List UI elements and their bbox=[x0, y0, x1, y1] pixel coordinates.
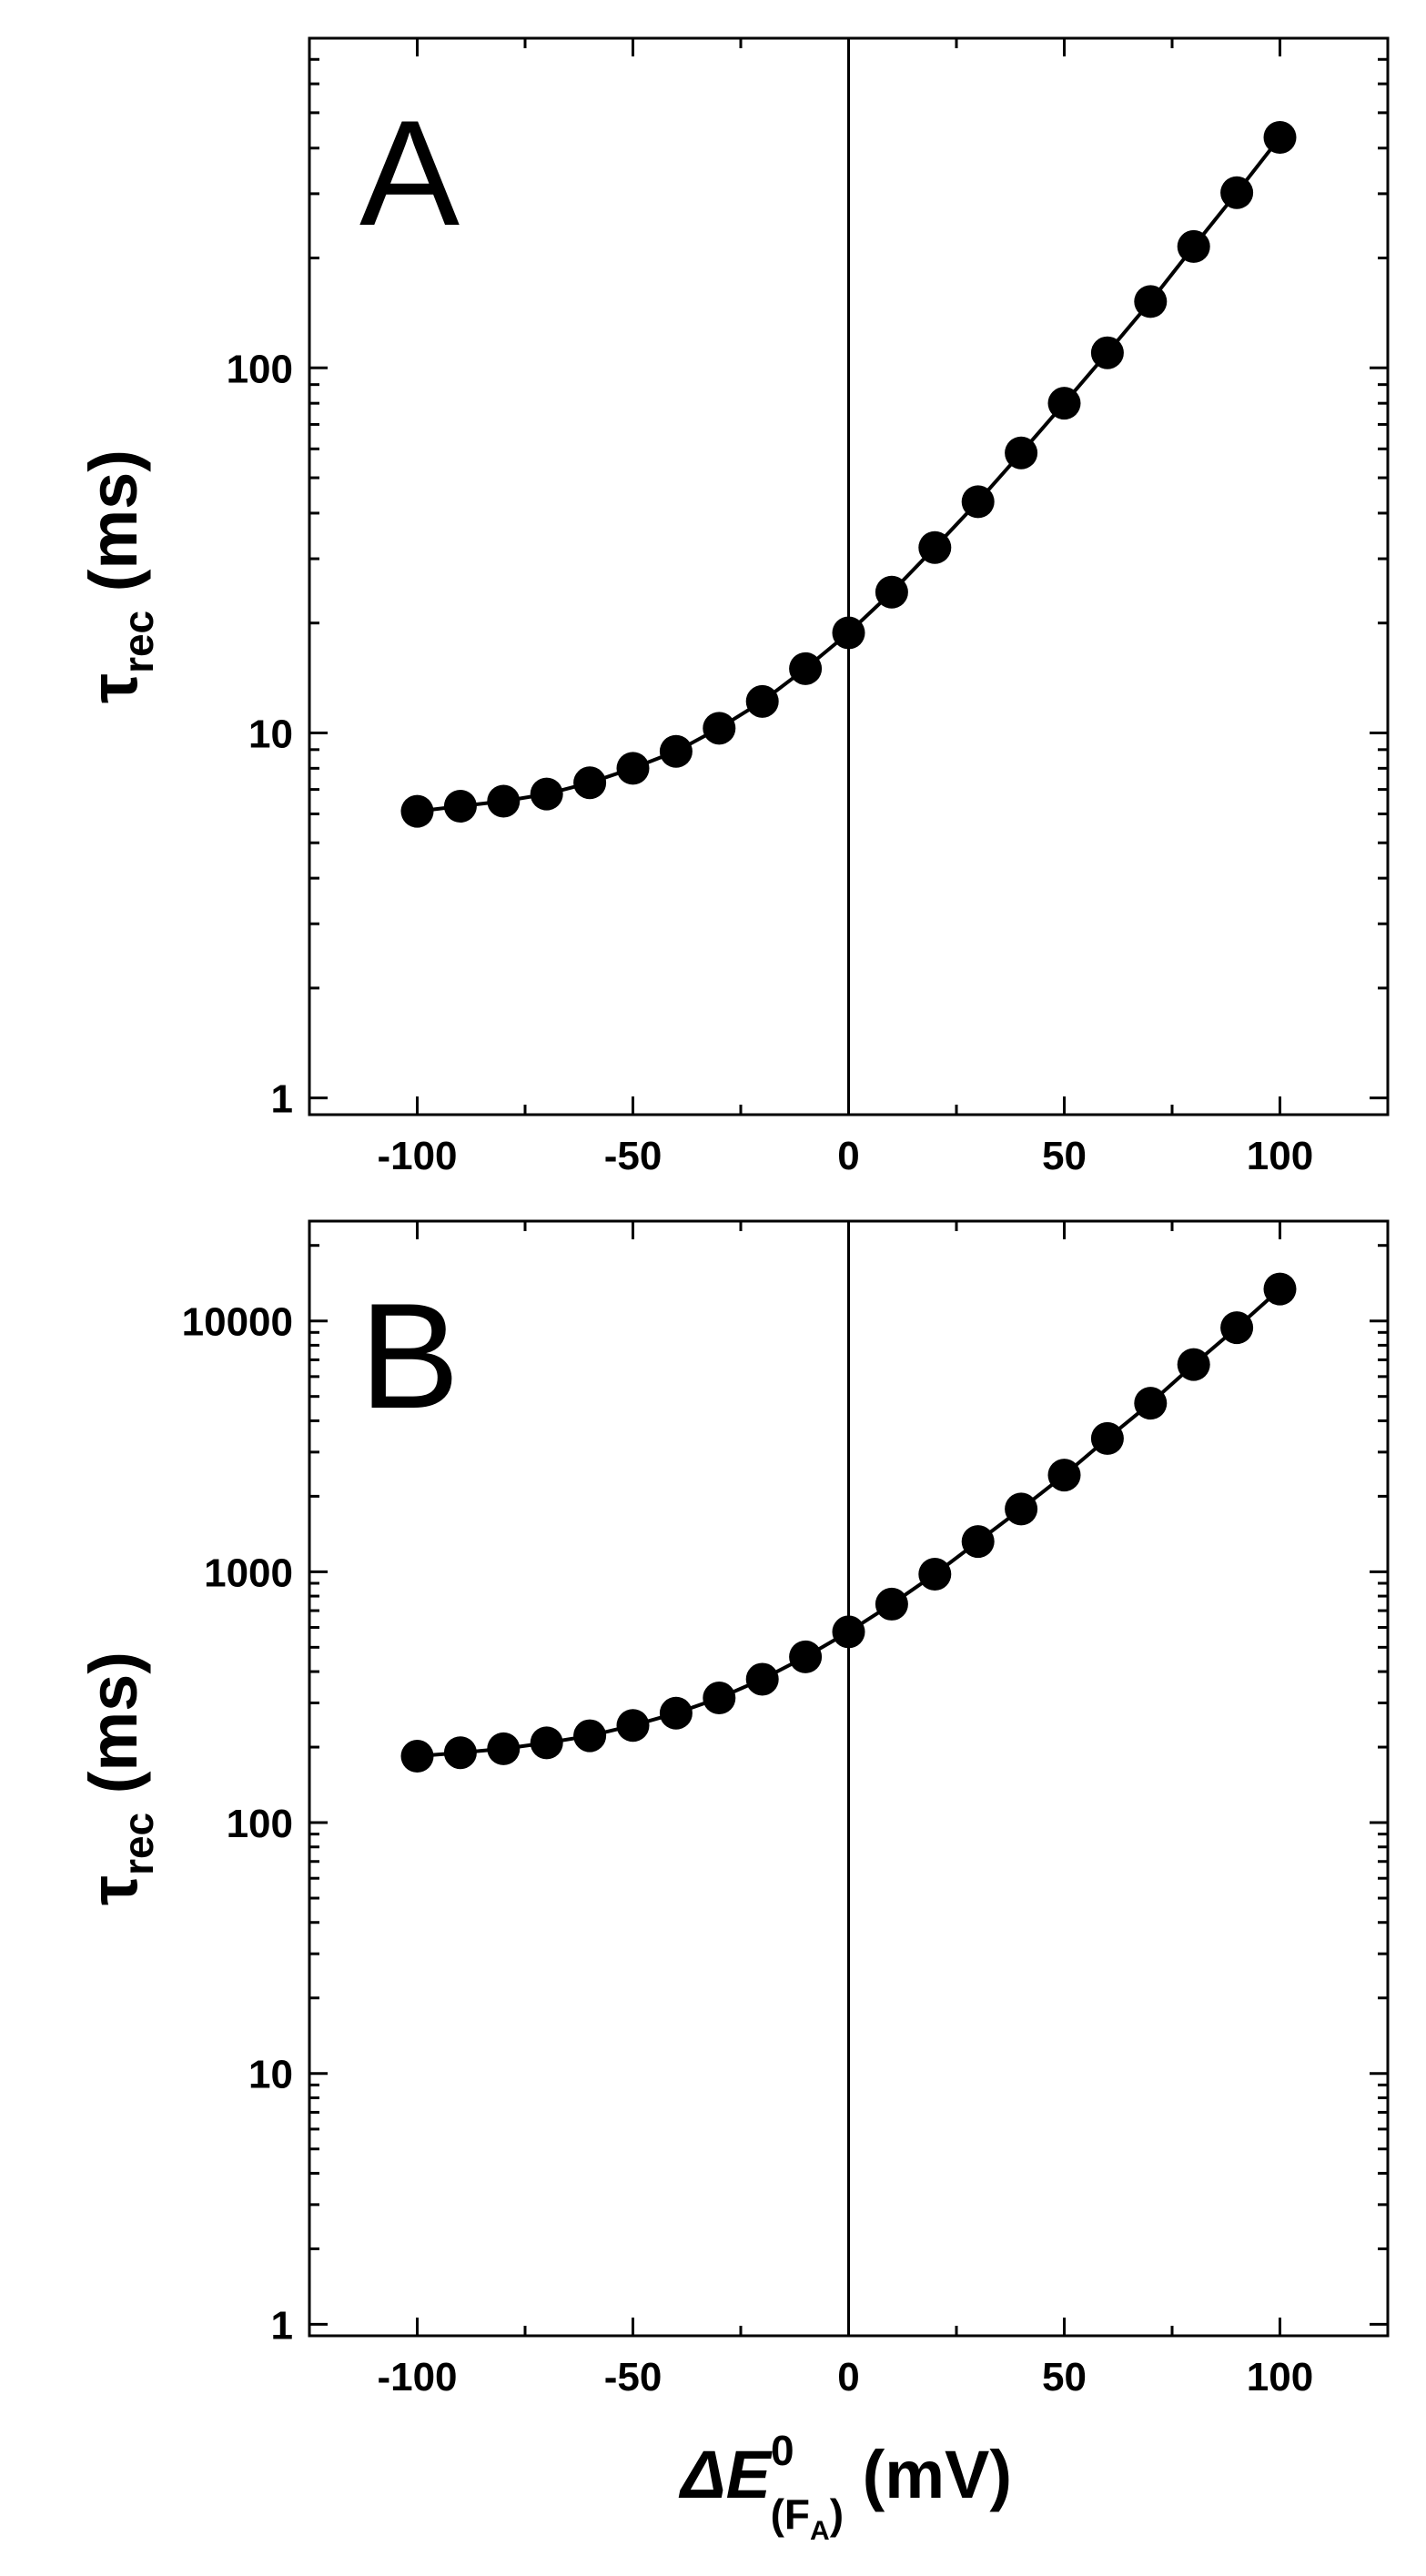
data-point bbox=[573, 766, 607, 800]
data-point bbox=[487, 784, 521, 818]
data-point bbox=[1047, 1459, 1081, 1492]
x-axis-title: ΔE0 (FA) (mV) bbox=[678, 2427, 1012, 2546]
data-point bbox=[443, 789, 477, 823]
data-point bbox=[918, 1558, 952, 1591]
x-axis-title-superscript: 0 bbox=[771, 2427, 794, 2474]
data-point bbox=[659, 734, 693, 768]
x-tick-label: 0 bbox=[837, 2355, 859, 2399]
y-axis-title-unit: (ms) bbox=[76, 450, 151, 611]
data-point bbox=[1263, 1272, 1297, 1306]
data-point bbox=[961, 485, 995, 519]
x-axis-title-subsubscript: A bbox=[810, 2516, 830, 2546]
data-point bbox=[1134, 1387, 1168, 1420]
data-point bbox=[400, 794, 434, 828]
x-tick-label: -100 bbox=[377, 1134, 457, 1178]
y-tick-label: 10000 bbox=[182, 1300, 293, 1345]
panel-label: A bbox=[359, 89, 460, 257]
data-point bbox=[875, 1587, 908, 1621]
x-tick-label: 100 bbox=[1247, 2355, 1313, 2399]
y-tick-label: 1 bbox=[271, 1077, 293, 1122]
data-point bbox=[1005, 1492, 1038, 1526]
data-point bbox=[659, 1696, 693, 1730]
y-tick-label: 1000 bbox=[204, 1551, 293, 1595]
data-point bbox=[789, 1640, 823, 1673]
y-tick-label: 10 bbox=[248, 712, 293, 756]
y-axis-title-symbol: τ bbox=[76, 673, 151, 703]
x-tick-label: -50 bbox=[604, 2355, 662, 2399]
x-axis-title-subscript-close: ) bbox=[830, 2490, 844, 2538]
y-tick-label: 10 bbox=[248, 2053, 293, 2097]
x-tick-label: -100 bbox=[377, 2355, 457, 2399]
y-axis-title-subscript: rec bbox=[115, 1813, 162, 1875]
data-point bbox=[918, 530, 952, 564]
data-point bbox=[616, 1709, 650, 1743]
data-point bbox=[1177, 1348, 1210, 1381]
y-axis-title-symbol: τ bbox=[76, 1875, 151, 1905]
data-point bbox=[789, 652, 823, 685]
data-point bbox=[1134, 285, 1168, 318]
data-point bbox=[961, 1525, 995, 1559]
y-axis-title: τrec (ms) bbox=[76, 1652, 162, 1905]
data-point bbox=[1177, 229, 1210, 263]
data-point bbox=[745, 1662, 779, 1696]
y-axis-title-unit: (ms) bbox=[76, 1652, 151, 1813]
data-point bbox=[530, 777, 563, 811]
x-tick-label: 0 bbox=[837, 1134, 859, 1178]
y-tick-label: 1 bbox=[271, 2303, 293, 2348]
x-tick-label: -50 bbox=[604, 1134, 662, 1178]
x-axis-title-subscript: (F bbox=[771, 2490, 810, 2538]
x-tick-label: 50 bbox=[1042, 1134, 1087, 1178]
y-tick-label: 100 bbox=[227, 1802, 293, 1846]
data-point bbox=[1005, 436, 1038, 470]
data-point bbox=[703, 712, 736, 745]
data-point bbox=[703, 1682, 736, 1715]
data-point bbox=[832, 616, 865, 650]
data-point bbox=[443, 1736, 477, 1770]
x-tick-label: 100 bbox=[1247, 1134, 1313, 1178]
data-point bbox=[1047, 387, 1081, 420]
data-point bbox=[1090, 1421, 1124, 1455]
data-point bbox=[530, 1726, 563, 1760]
data-point bbox=[832, 1615, 865, 1649]
data-point bbox=[573, 1719, 607, 1753]
data-point bbox=[1220, 1311, 1254, 1345]
y-tick-label: 100 bbox=[227, 347, 293, 391]
data-point bbox=[616, 752, 650, 785]
panel-label: B bbox=[359, 1272, 460, 1440]
data-point bbox=[875, 575, 908, 609]
x-axis-title-symbol: ΔE bbox=[678, 2437, 774, 2512]
data-point bbox=[487, 1732, 521, 1765]
y-axis-title: τrec (ms) bbox=[76, 450, 162, 703]
data-point bbox=[1263, 120, 1297, 154]
y-axis-title-subscript: rec bbox=[115, 611, 162, 673]
data-point bbox=[1090, 336, 1124, 369]
data-point bbox=[745, 684, 779, 718]
x-tick-label: 50 bbox=[1042, 2355, 1087, 2399]
data-point bbox=[400, 1740, 434, 1773]
x-axis-title-unit: (mV) bbox=[844, 2437, 1012, 2512]
data-point bbox=[1220, 176, 1254, 209]
